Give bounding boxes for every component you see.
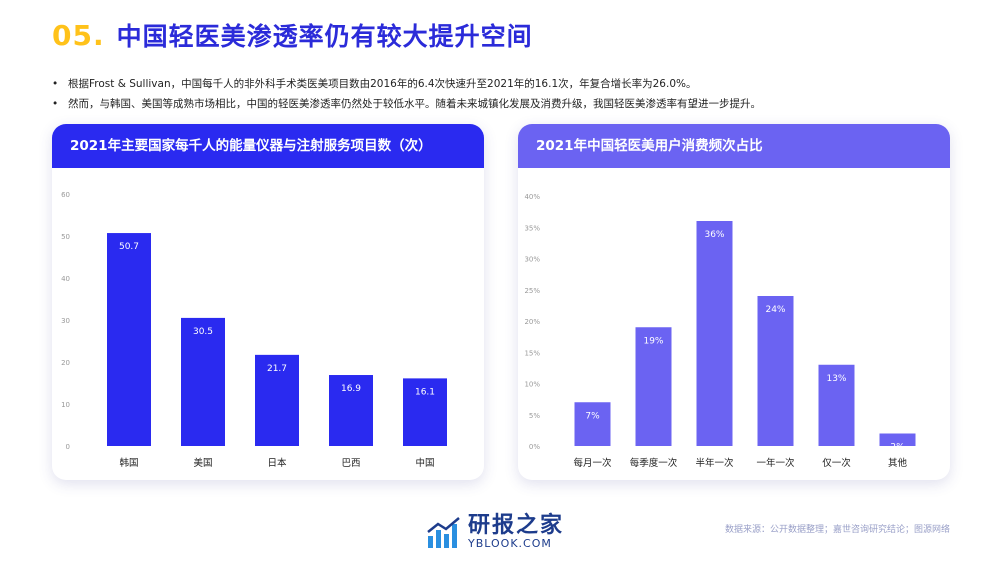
x-category-label: 巴西 <box>341 458 360 469</box>
y-tick-label: 20 <box>61 359 70 367</box>
x-category-label: 日本 <box>267 457 287 469</box>
y-tick-label: 0 <box>66 443 70 451</box>
bullet-item: • 然而，与韩国、美国等成熟市场相比，中国的轻医美渗透率仍然处于较低水平。随着未… <box>52 94 972 114</box>
bar-value-label: 30.5 <box>193 327 213 337</box>
bar-value-label: 50.7 <box>119 242 139 252</box>
bullet-dot: • <box>52 98 59 110</box>
bar-value-label: 21.7 <box>267 364 287 374</box>
logo-chinese-text: 研报之家 <box>468 513 565 538</box>
bar-0 <box>574 402 611 446</box>
x-category-label: 每季度一次 <box>630 457 678 469</box>
country-chart-card: 2021年主要国家每千人的能量仪器与注射服务项目数（次） 0 10 20 30 40 50… <box>52 124 484 480</box>
frequency-chart-card: 2021年中国轻医美用户消费频次占比 0% 5% 10% 15% 20% 25% 30% 35… <box>518 124 950 480</box>
y-tick-label: 30% <box>524 256 540 264</box>
frequency-bar-chart: 0% 5% 10% 15% 20% 25% 30% 35% 40% 7% 每月一次 19% 每季度一次 3… <box>524 193 916 469</box>
y-tick-label: 10% <box>524 381 540 389</box>
x-category-label: 美国 <box>193 457 212 469</box>
y-tick-label: 50 <box>61 233 70 241</box>
bar-2 <box>696 221 733 446</box>
bar-1 <box>635 327 672 446</box>
bar-chart-logo-icon <box>427 517 460 548</box>
bar-4 <box>818 364 855 446</box>
bullet-text: 根据Frost & Sullivan，中国每千人的非外科手术类医美项目数由201… <box>68 78 697 90</box>
bar-value-label: 36% <box>704 230 724 240</box>
y-tick-label: 40 <box>61 275 70 283</box>
bar-3 <box>757 296 794 446</box>
frequency-chart-title: 2021年中国轻医美用户消费频次占比 <box>518 124 950 168</box>
bar-value-label: 16.1 <box>415 387 435 397</box>
bar-value-label: 2% <box>890 443 905 453</box>
y-tick-label: 25% <box>524 287 540 295</box>
bar-value-label: 19% <box>643 336 663 346</box>
y-tick-label: 0% <box>529 443 540 451</box>
section-number: 05. <box>52 18 105 52</box>
y-tick-label: 60 <box>61 191 70 199</box>
x-category-label: 一年一次 <box>756 457 795 469</box>
y-tick-label: 5% <box>529 412 540 420</box>
page-title: 05. 中国轻医美渗透率仍有较大提升空间 <box>52 18 533 52</box>
site-logo: 研报之家 YBLOOK.COM <box>426 514 564 550</box>
data-source-note: 数据来源：公开数据整理；嘉世咨询研究结论；图源网络 <box>724 525 950 535</box>
section-title: 中国轻医美渗透率仍有较大提升空间 <box>116 22 533 51</box>
bar-2 <box>255 354 299 446</box>
y-tick-label: 15% <box>524 349 540 357</box>
bullet-text: 然而，与韩国、美国等成熟市场相比，中国的轻医美渗透率仍然处于较低水平。随着未来城… <box>68 98 761 110</box>
y-tick-label: 30 <box>61 317 70 325</box>
x-category-label: 其他 <box>888 457 908 469</box>
x-category-label: 仅一次 <box>822 457 851 469</box>
bar-value-label: 24% <box>765 305 785 315</box>
bar-4 <box>403 378 447 446</box>
x-category-label: 中国 <box>415 457 434 469</box>
x-category-label: 每月一次 <box>573 457 612 469</box>
bullet-item: • 根据Frost & Sullivan，中国每千人的非外科手术类医美项目数由2… <box>52 74 972 94</box>
y-tick-label: 20% <box>524 318 540 326</box>
logo-english-text: YBLOOK.COM <box>468 537 552 550</box>
country-chart-title: 2021年主要国家每千人的能量仪器与注射服务项目数（次） <box>52 124 484 168</box>
bar-value-label: 13% <box>826 374 846 384</box>
y-tick-label: 35% <box>524 224 540 232</box>
bar-value-label: 16.9 <box>341 384 361 394</box>
bar-0 <box>107 233 151 446</box>
y-tick-label: 10 <box>61 401 70 409</box>
bar-1 <box>181 317 225 446</box>
bullet-dot: • <box>52 78 59 90</box>
bar-5 <box>879 433 916 446</box>
y-tick-label: 40% <box>524 193 540 201</box>
bullet-list: • 根据Frost & Sullivan，中国每千人的非外科手术类医美项目数由2… <box>52 74 972 114</box>
country-bar-chart: 0 10 20 30 40 50 60 50.7 韩国 30.5 美国 21.7 日本 16.9 巴西 16.… <box>61 191 447 469</box>
bar-3 <box>329 375 373 446</box>
x-category-label: 韩国 <box>119 457 138 469</box>
x-category-label: 半年一次 <box>695 457 734 469</box>
bar-value-label: 7% <box>585 411 600 421</box>
